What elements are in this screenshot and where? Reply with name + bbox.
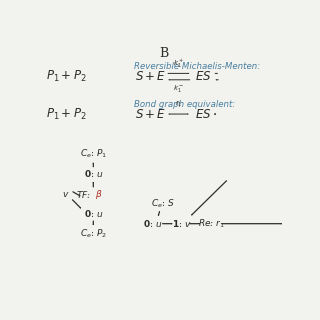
- Text: $C_e$: $P_2$: $C_e$: $P_2$: [80, 227, 107, 240]
- Text: $v$: $v$: [62, 190, 70, 199]
- Text: Bond graph equivalent:: Bond graph equivalent:: [134, 100, 236, 109]
- Text: $P_1 + P_2$: $P_1 + P_2$: [46, 107, 87, 122]
- Text: $ES$: $ES$: [195, 108, 212, 121]
- Text: $k_1^+$: $k_1^+$: [173, 58, 184, 70]
- Text: $\mathbf{0}$: $u$: $\mathbf{0}$: $u$: [84, 168, 103, 180]
- Text: Reversible Michaelis-Menten:: Reversible Michaelis-Menten:: [134, 62, 260, 71]
- Text: $\mathbf{0}$: $u$: $\mathbf{0}$: $u$: [84, 208, 103, 219]
- Text: $\beta$: $\beta$: [95, 188, 103, 201]
- Text: $C_e$: $P_1$: $C_e$: $P_1$: [80, 148, 107, 160]
- Text: $C_e$: $S$: $C_e$: $S$: [151, 197, 175, 210]
- Text: $Re$: $r_1$: $Re$: $r_1$: [198, 218, 225, 230]
- Text: $k_1^-$: $k_1^-$: [173, 83, 184, 94]
- Text: B: B: [159, 47, 169, 60]
- Text: $S + E$: $S + E$: [135, 70, 166, 83]
- Text: $P_1 + P_2$: $P_1 + P_2$: [46, 69, 87, 84]
- Text: $\mathbf{1}$: $v$: $\mathbf{1}$: $v$: [172, 218, 191, 229]
- Text: $S + E$: $S + E$: [135, 108, 166, 121]
- Text: $ES$: $ES$: [195, 70, 212, 83]
- Text: $TF$:: $TF$:: [76, 188, 92, 200]
- Text: $\mathbf{0}$: $u$: $\mathbf{0}$: $u$: [143, 218, 163, 229]
- Text: $r_1$: $r_1$: [175, 99, 182, 109]
